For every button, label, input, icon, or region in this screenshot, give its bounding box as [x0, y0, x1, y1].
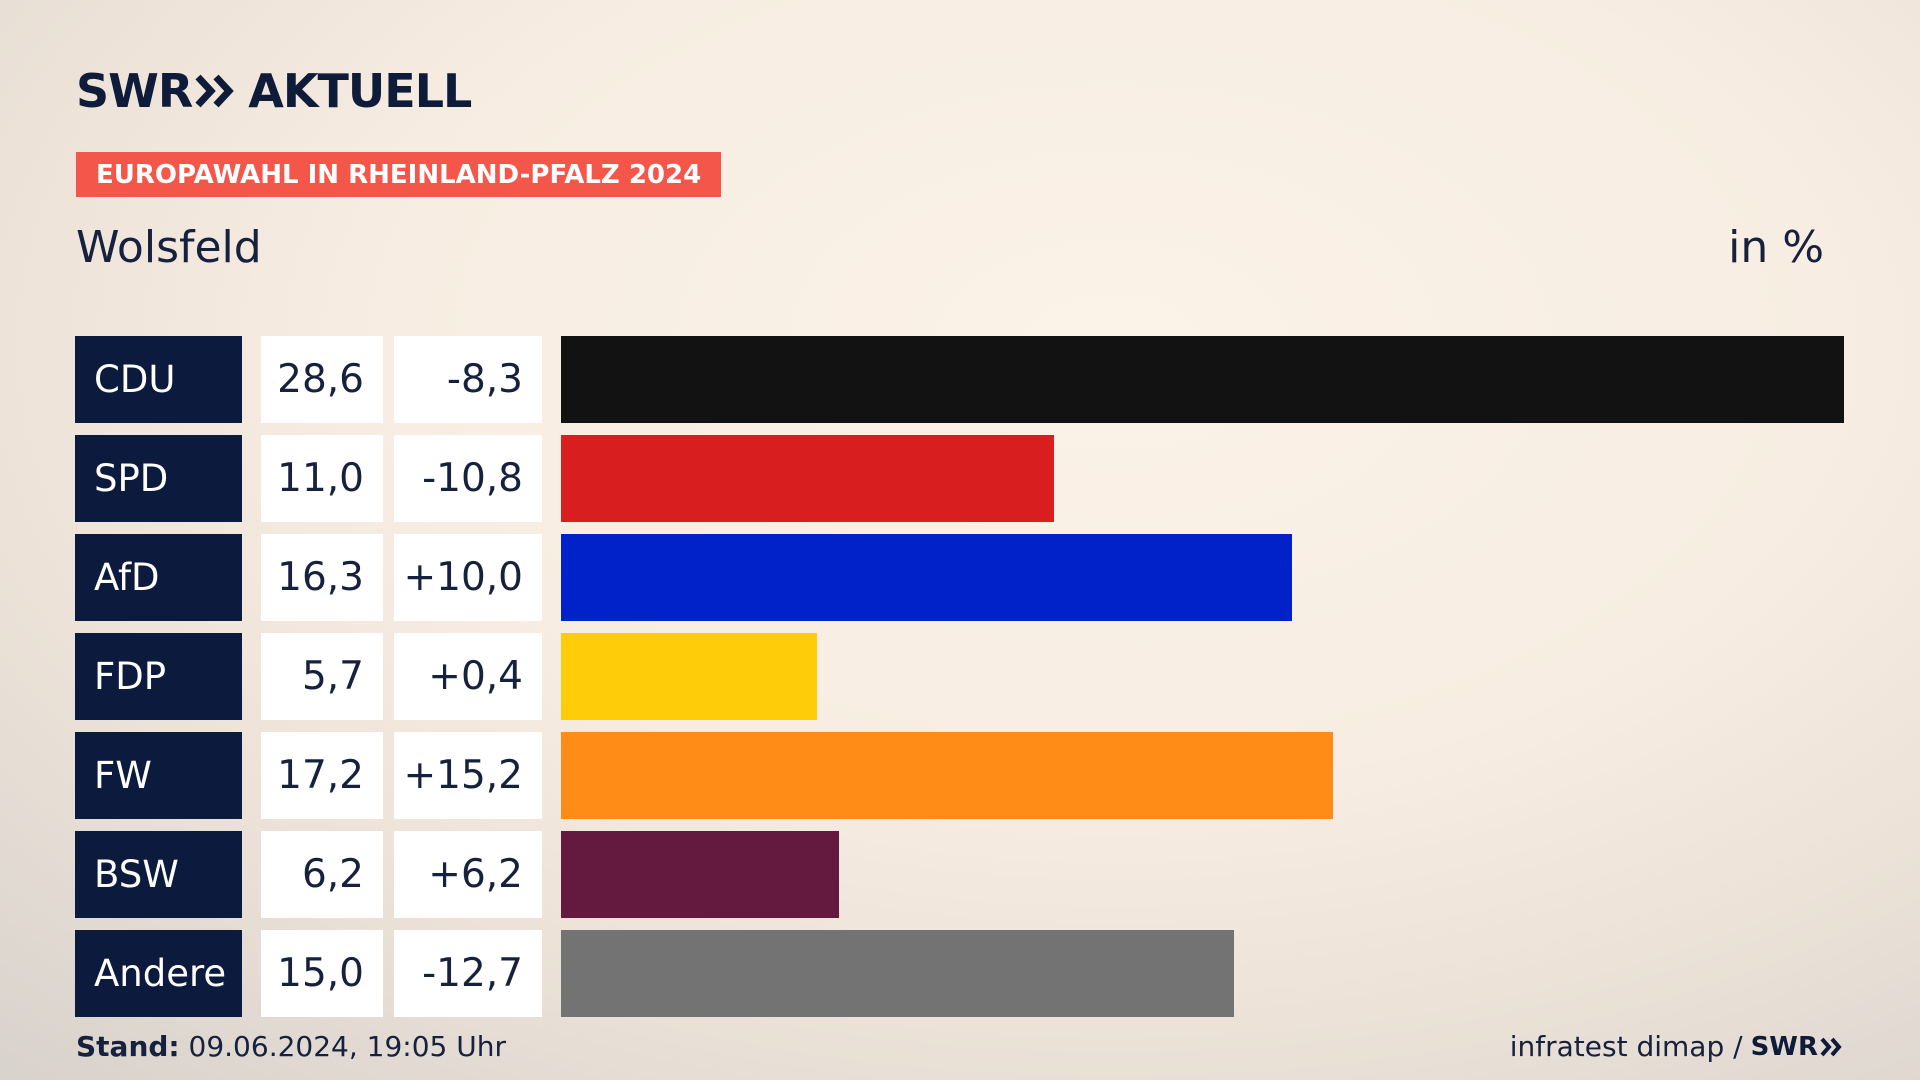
timestamp: Stand: 09.06.2024, 19:05 Uhr	[76, 1030, 506, 1063]
party-label: FW	[75, 732, 242, 819]
vote-share-value: 11,0	[261, 435, 383, 522]
vote-share-value: 5,7	[261, 633, 383, 720]
party-label: AfD	[75, 534, 242, 621]
logo-swr-text: SWR	[76, 64, 193, 118]
party-label: FDP	[75, 633, 242, 720]
vote-change-value: -12,7	[394, 930, 542, 1017]
source-credit: infratest dimap / SWR	[1510, 1030, 1844, 1063]
vote-share-value: 16,3	[261, 534, 383, 621]
source-text: infratest dimap /	[1509, 1030, 1743, 1063]
swr-footer-logo: SWR	[1751, 1032, 1844, 1062]
bar-bsw	[561, 831, 839, 918]
vote-share-value: 28,6	[261, 336, 383, 423]
vote-change-value: +15,2	[394, 732, 542, 819]
logo-aktuell-text: AKTUELL	[248, 64, 472, 118]
bar-cdu	[561, 336, 1844, 423]
footer-logo-text: SWR	[1750, 1031, 1818, 1062]
footer-chevron-icon	[1820, 1037, 1842, 1056]
vote-share-value: 17,2	[261, 732, 383, 819]
stand-label: Stand:	[76, 1030, 180, 1063]
stand-value: 09.06.2024, 19:05 Uhr	[188, 1030, 506, 1063]
bar-fdp	[561, 633, 817, 720]
party-label: Andere	[75, 930, 242, 1017]
bar-fw	[561, 732, 1333, 819]
double-chevron-icon	[194, 73, 236, 109]
vote-share-value: 6,2	[261, 831, 383, 918]
vote-change-value: +0,4	[394, 633, 542, 720]
vote-change-value: -10,8	[394, 435, 542, 522]
vote-change-value: +10,0	[394, 534, 542, 621]
vote-share-value: 15,0	[261, 930, 383, 1017]
party-label: SPD	[75, 435, 242, 522]
party-label: BSW	[75, 831, 242, 918]
vote-change-value: +6,2	[394, 831, 542, 918]
party-label: CDU	[75, 336, 242, 423]
bar-andere	[561, 930, 1234, 1017]
bar-spd	[561, 435, 1054, 522]
region-title: Wolsfeld	[76, 222, 262, 273]
bar-afd	[561, 534, 1292, 621]
swr-aktuell-logo: SWR AKTUELL	[76, 64, 472, 118]
vote-change-value: -8,3	[394, 336, 542, 423]
election-badge: EUROPAWAHL IN RHEINLAND-PFALZ 2024	[76, 152, 722, 197]
unit-label: in %	[1728, 222, 1824, 273]
